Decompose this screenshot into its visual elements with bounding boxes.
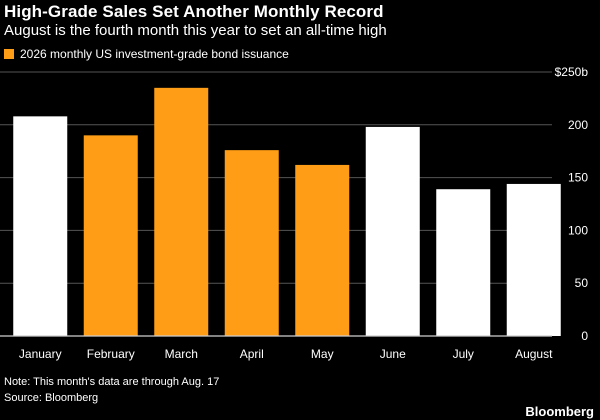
y-tick-label: $250b xyxy=(555,65,589,79)
x-tick-label: August xyxy=(515,347,553,361)
bar-june xyxy=(365,126,420,336)
chart-title: High-Grade Sales Set Another Monthly Rec… xyxy=(4,2,384,21)
bar-april xyxy=(224,150,279,336)
bloomberg-logo: Bloomberg xyxy=(525,404,594,419)
legend-swatch-orange xyxy=(4,49,14,59)
bar-january xyxy=(13,116,68,337)
x-tick-label: May xyxy=(311,347,334,361)
bar-february xyxy=(83,135,138,336)
x-tick-label: January xyxy=(19,347,62,361)
chart-legend: 2026 monthly US investment-grade bond is… xyxy=(4,45,289,63)
y-tick-label: 100 xyxy=(568,223,588,237)
legend-label: 2026 monthly US investment-grade bond is… xyxy=(20,47,289,61)
y-tick-label: 0 xyxy=(581,329,588,343)
y-tick-label: 150 xyxy=(568,171,588,185)
bar-july xyxy=(436,189,491,336)
x-tick-label: February xyxy=(87,347,135,361)
x-tick-label: June xyxy=(380,347,406,361)
footnote: Note: This month's data are through Aug.… xyxy=(4,376,220,388)
y-tick-label: 200 xyxy=(568,118,588,132)
chart-subtitle: August is the fourth month this year to … xyxy=(4,22,387,39)
bar-august xyxy=(506,183,561,336)
bar-may xyxy=(295,164,350,336)
x-tick-label: March xyxy=(165,347,198,361)
source-note: Source: Bloomberg xyxy=(4,392,99,404)
x-tick-label: April xyxy=(240,347,264,361)
bar-march xyxy=(154,87,209,336)
x-tick-label: July xyxy=(453,347,474,361)
y-tick-label: 50 xyxy=(575,276,589,290)
